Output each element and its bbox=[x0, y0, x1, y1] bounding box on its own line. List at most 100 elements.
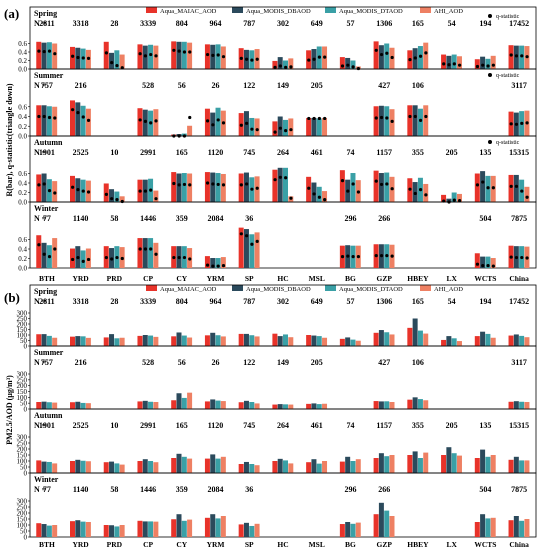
bar bbox=[480, 514, 486, 537]
n-value: 355 bbox=[412, 421, 424, 430]
n-value: 264 bbox=[277, 421, 289, 430]
y-tick-label: 200 bbox=[17, 510, 28, 518]
q-statistic-point bbox=[413, 114, 417, 119]
q-statistic-point bbox=[86, 56, 91, 60]
q-statistic-point bbox=[390, 55, 394, 60]
q-statistic-point bbox=[520, 121, 524, 125]
bar bbox=[148, 44, 154, 69]
legend-label-2: Aqua_MODIS_DTAOD bbox=[339, 8, 403, 15]
bar bbox=[238, 227, 244, 268]
bar bbox=[451, 54, 457, 69]
bar bbox=[389, 402, 395, 409]
n-value: 1157 bbox=[376, 421, 392, 430]
bar bbox=[220, 516, 226, 537]
q-statistic-point bbox=[525, 195, 529, 199]
q-statistic-point bbox=[385, 51, 389, 55]
q-statistic-point bbox=[172, 48, 176, 52]
bar bbox=[204, 401, 210, 409]
bar bbox=[373, 401, 379, 409]
bar bbox=[524, 402, 530, 409]
bar bbox=[339, 524, 345, 537]
n-value: 165 bbox=[412, 297, 424, 306]
bar bbox=[350, 173, 356, 202]
bar bbox=[306, 335, 312, 346]
q-statistic-point bbox=[351, 65, 355, 69]
bar bbox=[249, 525, 255, 537]
bar bbox=[176, 393, 182, 409]
y-axis-label: R(bar), q-statistic(triangle down) bbox=[5, 83, 14, 196]
bar bbox=[254, 232, 260, 268]
bar bbox=[181, 41, 187, 69]
bar bbox=[272, 404, 278, 409]
bar bbox=[384, 172, 390, 202]
bar bbox=[220, 257, 226, 268]
bar bbox=[490, 337, 496, 346]
bar bbox=[85, 461, 91, 473]
bar bbox=[148, 401, 154, 409]
q-statistic-point bbox=[255, 128, 259, 132]
q-legend-marker bbox=[488, 14, 492, 18]
bar bbox=[114, 463, 120, 473]
bar bbox=[490, 517, 496, 537]
q-statistic-point bbox=[475, 64, 480, 69]
bar bbox=[70, 402, 75, 409]
q-statistic-point bbox=[374, 116, 378, 120]
bar bbox=[339, 57, 345, 69]
n-value: 296 bbox=[344, 485, 356, 494]
n-value: 804 bbox=[176, 19, 188, 28]
q-statistic-point bbox=[182, 50, 187, 54]
n-label: N = bbox=[34, 19, 47, 28]
bar bbox=[249, 117, 255, 136]
bar bbox=[480, 171, 486, 202]
bar bbox=[373, 514, 379, 537]
bar bbox=[446, 336, 452, 346]
bar bbox=[446, 198, 452, 202]
bar bbox=[508, 520, 514, 537]
bar bbox=[277, 167, 283, 202]
y-tick-label: 200 bbox=[17, 382, 28, 390]
legend-label-3: AHI_AOD bbox=[434, 8, 463, 15]
y-tick-label: 0.6 bbox=[18, 103, 27, 111]
q-statistic-point bbox=[481, 180, 485, 184]
q-statistic-point bbox=[424, 193, 428, 197]
q-statistic-point bbox=[312, 192, 316, 196]
bar bbox=[524, 186, 530, 202]
bar bbox=[238, 524, 244, 537]
q-statistic-point bbox=[71, 54, 75, 58]
bar bbox=[187, 173, 193, 202]
bar bbox=[373, 170, 379, 202]
bar bbox=[350, 60, 356, 69]
q-statistic-point bbox=[47, 255, 52, 259]
q-statistic-point bbox=[216, 182, 220, 187]
q-statistic-point bbox=[452, 198, 456, 202]
bar bbox=[345, 57, 351, 69]
q-statistic-point bbox=[211, 182, 215, 186]
q-statistic-point bbox=[104, 51, 108, 55]
bar bbox=[204, 256, 210, 268]
legend-swatch-3 bbox=[420, 7, 431, 13]
bar bbox=[238, 173, 244, 202]
bar bbox=[339, 338, 345, 346]
bar bbox=[243, 172, 249, 202]
bar bbox=[114, 338, 120, 346]
bar bbox=[41, 105, 47, 136]
bar bbox=[70, 175, 75, 202]
q-statistic-point bbox=[53, 52, 57, 56]
bar bbox=[181, 520, 187, 537]
bar bbox=[70, 336, 75, 346]
bar bbox=[384, 43, 390, 69]
n-label: N = bbox=[34, 421, 47, 430]
y-tick-label: 150 bbox=[17, 452, 28, 460]
n-value: 787 bbox=[243, 297, 255, 306]
q-statistic-point bbox=[104, 192, 108, 196]
bar bbox=[187, 42, 193, 69]
bar bbox=[142, 459, 148, 473]
n-value: 165 bbox=[412, 19, 424, 28]
bar bbox=[176, 514, 182, 537]
q-statistic-point bbox=[525, 121, 529, 125]
n-value: 964 bbox=[210, 297, 222, 306]
n-value: 757 bbox=[41, 81, 53, 90]
q-statistic-point bbox=[71, 108, 75, 112]
bar bbox=[474, 458, 480, 473]
